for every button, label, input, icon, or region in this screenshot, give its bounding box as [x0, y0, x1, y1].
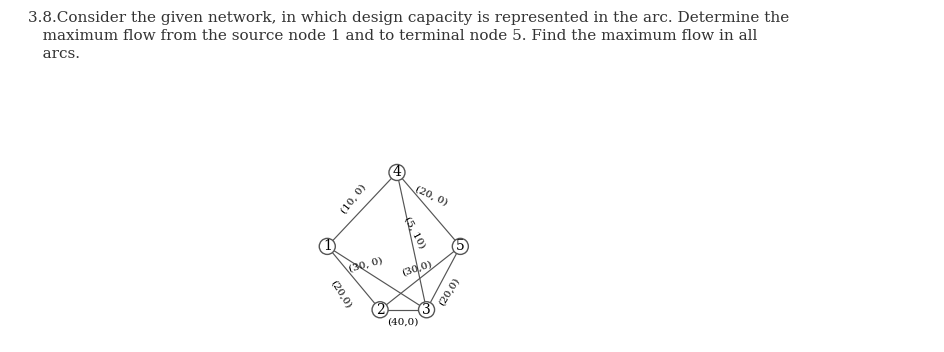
Text: 5: 5 [456, 239, 464, 253]
Circle shape [418, 302, 434, 318]
Text: (20,0): (20,0) [436, 276, 461, 308]
Text: 3.8.Consider the given network, in which design capacity is represented in the a: 3.8.Consider the given network, in which… [28, 11, 789, 61]
Text: 2: 2 [376, 303, 384, 317]
Text: (40,0): (40,0) [388, 318, 419, 327]
Text: 3: 3 [422, 303, 430, 317]
Text: (30,0): (30,0) [401, 259, 433, 278]
Circle shape [372, 302, 388, 318]
Circle shape [319, 238, 335, 254]
Text: (30, 0): (30, 0) [347, 256, 383, 273]
Circle shape [452, 238, 468, 254]
Text: 4: 4 [393, 165, 401, 180]
Text: (20, 0): (20, 0) [414, 184, 449, 207]
Text: (5, 10): (5, 10) [403, 215, 427, 250]
Text: 1: 1 [323, 239, 331, 253]
Text: (10, 0): (10, 0) [340, 182, 368, 215]
Circle shape [389, 164, 405, 181]
Text: (20,0): (20,0) [329, 278, 353, 310]
